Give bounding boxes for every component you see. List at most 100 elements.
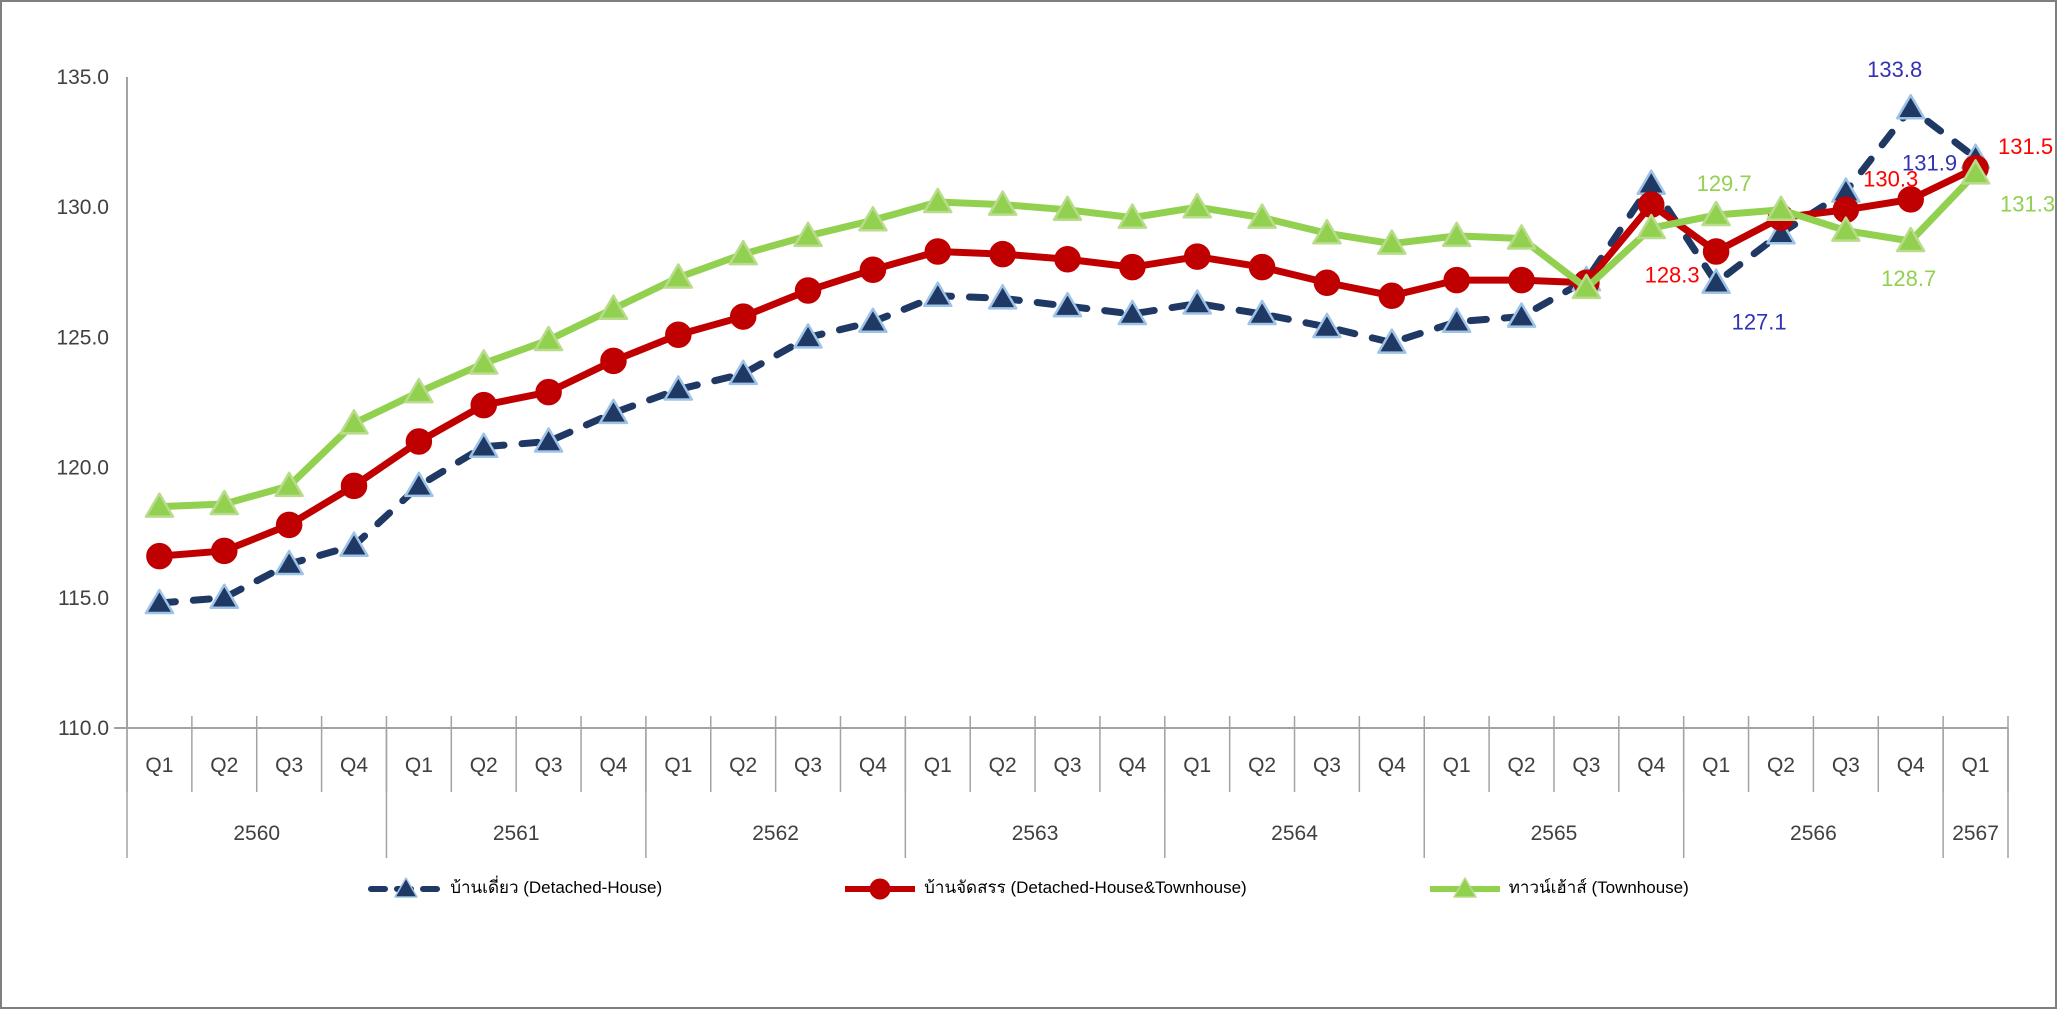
data-point-marker: [1119, 253, 1146, 281]
y-tick-label: 135.0: [56, 66, 109, 89]
data-point-marker: [598, 398, 629, 425]
quarter-label: Q3: [1313, 754, 1341, 777]
quarter-label: Q2: [470, 754, 498, 777]
quarter-label: Q1: [1962, 754, 1990, 777]
quarter-label: Q2: [1767, 754, 1795, 777]
data-point-marker: [1052, 195, 1083, 222]
data-point-marker: [1766, 195, 1796, 222]
chart-legend: บ้านเดี่ยว (Detached-House) บ้านจัดสรร (…: [2, 874, 2055, 901]
data-point-marker: [1960, 159, 1991, 185]
quarter-label: Q1: [1183, 754, 1211, 777]
data-point-marker: [1506, 302, 1537, 328]
data-point-marker: [144, 492, 175, 518]
quarter-label: Q3: [1832, 754, 1860, 777]
data-point-marker: [1312, 312, 1342, 339]
point-value-label: 131.5: [1998, 134, 2053, 159]
data-point-marker: [535, 378, 562, 406]
data-point-marker: [405, 428, 433, 455]
quarter-label: Q1: [924, 754, 952, 777]
quarter-label: Q1: [1702, 754, 1730, 777]
quarter-label: Q4: [340, 754, 368, 777]
year-label: 2565: [1531, 822, 1578, 845]
data-point-marker: [1117, 203, 1148, 229]
data-point-marker: [146, 542, 173, 570]
year-label: 2563: [1012, 822, 1059, 845]
quarter-label: Q3: [535, 754, 563, 777]
data-point-marker: [859, 256, 887, 283]
data-point-marker: [1766, 218, 1796, 245]
data-point-marker: [1441, 307, 1472, 334]
data-point-marker: [144, 588, 175, 615]
data-point-marker: [989, 240, 1016, 268]
data-point-marker: [1052, 291, 1083, 318]
y-tick-label: 115.0: [58, 587, 109, 610]
data-point-marker: [729, 303, 757, 330]
legend-item-townhouse: ทาวน์เฮ้าส์ (Townhouse): [1427, 874, 1689, 901]
data-point-marker: [923, 187, 953, 214]
y-tick-label: 125.0: [56, 326, 109, 349]
year-label: 2560: [233, 822, 280, 845]
quarter-label: Q4: [1897, 754, 1925, 777]
data-point-marker: [339, 531, 369, 557]
data-point-marker: [1636, 213, 1667, 240]
data-point-marker: [1378, 282, 1406, 309]
point-value-label: 129.7: [1697, 171, 1752, 196]
data-point-marker: [987, 190, 1018, 216]
data-point-marker: [211, 537, 238, 565]
quarter-label: Q4: [1378, 754, 1406, 777]
point-value-labels: 133.8 131.9 127.1 131.5 130.3 128.3 129.7 128.7…: [1645, 57, 2055, 334]
data-point-marker: [1377, 328, 1407, 354]
data-point-marker: [1054, 246, 1081, 273]
y-axis-tick-labels: 135.0 130.0 125.0 120.0 115.0 110.0: [56, 66, 109, 740]
year-label: 2564: [1271, 822, 1318, 845]
data-point-marker: [1638, 191, 1665, 218]
data-point-marker: [1248, 253, 1276, 281]
data-point-marker: [1377, 229, 1407, 255]
data-point-marker: [404, 377, 434, 404]
data-point-marker: [470, 391, 497, 419]
data-point-marker: [1441, 221, 1472, 248]
data-point-marker: [1702, 238, 1730, 265]
quarter-label: Q2: [210, 754, 238, 777]
legend-item-detached-house: บ้านเดี่ยว (Detached-House): [368, 874, 662, 901]
point-value-label: 128.7: [1881, 266, 1936, 291]
y-tick-label: 110.0: [58, 717, 109, 740]
data-point-marker: [1247, 203, 1277, 229]
point-value-label: 128.3: [1645, 262, 1700, 287]
data-point-marker: [1895, 226, 1926, 253]
series-line-estate: [159, 164, 1978, 560]
data-point-marker: [600, 347, 627, 375]
data-point-marker: [209, 583, 240, 610]
data-point-marker: [858, 205, 888, 232]
legend-label-townhouse: ทาวน์เฮ้าส์ (Townhouse): [1508, 878, 1689, 897]
data-point-marker: [1506, 224, 1537, 250]
data-point-marker: [1571, 273, 1602, 300]
data-point-marker: [1247, 299, 1277, 326]
data-point-marker: [598, 294, 629, 321]
quarter-label: Q3: [275, 754, 303, 777]
data-point-marker: [858, 307, 888, 334]
data-point-marker: [663, 263, 694, 289]
data-point-marker: [1183, 243, 1211, 270]
quarter-label: Q2: [729, 754, 757, 777]
point-value-label: 131.9: [1902, 151, 1957, 176]
data-point-marker: [1443, 266, 1470, 294]
data-point-marker: [274, 549, 304, 576]
data-point-marker: [468, 349, 499, 375]
quarter-label: Q4: [1118, 754, 1146, 777]
point-value-label: 133.8: [1867, 57, 1922, 82]
year-label: 2567: [1952, 822, 1999, 845]
estate-line-circle-icon: [845, 878, 916, 899]
data-point-marker: [1831, 216, 1861, 242]
x-axis-year-row: 2560 2561 2562 2563 2564 2565 2566 2567: [126, 728, 2009, 858]
data-point-marker: [275, 511, 303, 539]
legend-label-detached-house: บ้านเดี่ยว (Detached-House): [450, 878, 663, 897]
data-point-marker: [1895, 93, 1926, 120]
data-point-marker: [533, 427, 564, 453]
legend-item-estate: บ้านจัดสรร (Detached-House&Townhouse): [842, 874, 1247, 901]
detached-house-dashed-triangle-icon: [368, 876, 445, 898]
data-point-marker: [1508, 266, 1535, 294]
y-tick-label: 130.0: [56, 196, 109, 219]
